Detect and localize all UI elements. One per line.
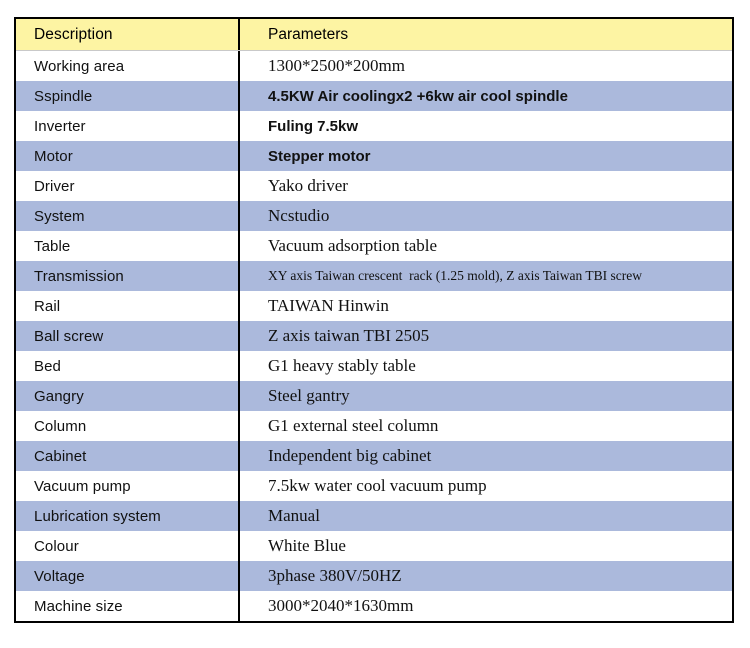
header-row: Description Parameters bbox=[16, 19, 732, 51]
table-row: Gangry Steel gantry bbox=[16, 381, 732, 411]
spec-value-cell: Independent big cabinet bbox=[238, 441, 732, 471]
spec-name-cell: Bed bbox=[34, 357, 61, 375]
table-row: Bed G1 heavy stably table bbox=[16, 351, 732, 381]
spec-value-cell: Steel gantry bbox=[238, 381, 732, 411]
table-row: Rail TAIWAN Hinwin bbox=[16, 291, 732, 321]
table-row: Inverter Fuling 7.5kw bbox=[16, 111, 732, 141]
spec-name-cell: Inverter bbox=[34, 117, 86, 135]
spec-name-cell: Voltage bbox=[34, 567, 85, 585]
table-row: Vacuum pump 7.5kw water cool vacuum pump bbox=[16, 471, 732, 501]
spec-name-cell: Table bbox=[34, 237, 71, 255]
header-cell-parameters: Parameters bbox=[238, 19, 732, 50]
spec-name-cell: Ball screw bbox=[34, 327, 104, 345]
spec-value-cell: White Blue bbox=[238, 531, 732, 561]
table-row: Machine size 3000*2040*1630mm bbox=[16, 591, 732, 621]
table-row: System Ncstudio bbox=[16, 201, 732, 231]
spec-name-cell: Working area bbox=[34, 57, 125, 75]
spec-name-cell: Column bbox=[34, 417, 87, 435]
spec-value-cell: Yako driver bbox=[238, 171, 732, 201]
table-row: Column G1 external steel column bbox=[16, 411, 732, 441]
table-row: Lubrication system Manual bbox=[16, 501, 732, 531]
table-row: Transmission XY axis Taiwan crescent rac… bbox=[16, 261, 732, 291]
spec-name-cell: Vacuum pump bbox=[34, 477, 131, 495]
table-row: Table Vacuum adsorption table bbox=[16, 231, 732, 261]
spec-value-cell: Manual bbox=[238, 501, 732, 531]
spec-name-cell: Machine size bbox=[34, 597, 123, 615]
spec-value-cell: 3000*2040*1630mm bbox=[238, 591, 732, 621]
table-row: Working area 1300*2500*200mm bbox=[16, 51, 732, 81]
spec-value-cell: TAIWAN Hinwin bbox=[238, 291, 732, 321]
spec-value-cell: Stepper motor bbox=[238, 141, 732, 171]
table-row: Sspindle 4.5KW Air coolingx2 +6kw air co… bbox=[16, 81, 732, 111]
spec-value-cell: G1 external steel column bbox=[238, 411, 732, 441]
spec-value-cell: XY axis Taiwan crescent rack (1.25 mold)… bbox=[238, 261, 732, 291]
spec-name-cell: Transmission bbox=[34, 267, 124, 285]
table-row: Motor Stepper motor bbox=[16, 141, 732, 171]
table-row: Ball screw Z axis taiwan TBI 2505 bbox=[16, 321, 732, 351]
spec-value-cell: Ncstudio bbox=[238, 201, 732, 231]
spec-value-cell: 1300*2500*200mm bbox=[238, 51, 732, 81]
header-cell-description: Description bbox=[34, 25, 113, 43]
table-row: Driver Yako driver bbox=[16, 171, 732, 201]
spec-value-cell: G1 heavy stably table bbox=[238, 351, 732, 381]
spec-value-cell: 7.5kw water cool vacuum pump bbox=[238, 471, 732, 501]
spec-name-cell: System bbox=[34, 207, 85, 225]
spec-name-cell: Lubrication system bbox=[34, 507, 161, 525]
spec-value-cell: 4.5KW Air coolingx2 +6kw air cool spindl… bbox=[238, 81, 732, 111]
spec-name-cell: Colour bbox=[34, 537, 79, 555]
spec-value-cell: Fuling 7.5kw bbox=[238, 111, 732, 141]
spec-table: Description Parameters Working area 1300… bbox=[14, 17, 734, 623]
spec-value-cell: Vacuum adsorption table bbox=[238, 231, 732, 261]
spec-name-cell: Gangry bbox=[34, 387, 84, 405]
spec-name-cell: Driver bbox=[34, 177, 75, 195]
spec-value-cell: Z axis taiwan TBI 2505 bbox=[238, 321, 732, 351]
table-row: Voltage 3phase 380V/50HZ bbox=[16, 561, 732, 591]
table-row: Cabinet Independent big cabinet bbox=[16, 441, 732, 471]
spec-name-cell: Sspindle bbox=[34, 87, 93, 105]
spec-name-cell: Rail bbox=[34, 297, 61, 315]
spec-name-cell: Cabinet bbox=[34, 447, 87, 465]
spec-name-cell: Motor bbox=[34, 147, 73, 165]
spec-value-cell: 3phase 380V/50HZ bbox=[238, 561, 732, 591]
table-row: Colour White Blue bbox=[16, 531, 732, 561]
